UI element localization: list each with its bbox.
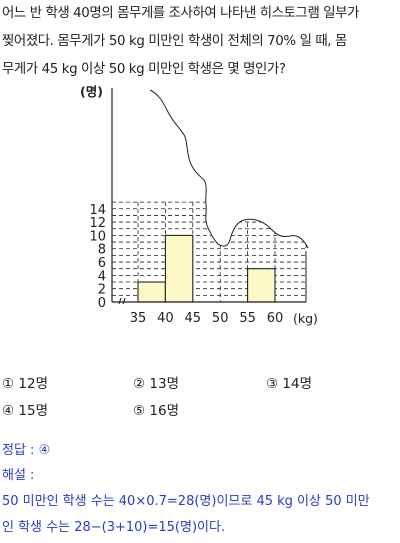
choice-2[interactable]: ② 13명 [133, 372, 179, 392]
y-tick-label: 2 [98, 283, 106, 298]
question-line-3: 무게가 45 kg 이상 50 kg 미만인 학생은 몇 명인가? [2, 62, 286, 77]
torn-region [149, 80, 320, 302]
histogram-bar [247, 268, 276, 303]
choice-3-text: 14명 [282, 376, 313, 392]
question-line-1: 어느 반 학생 40명의 몸무게를 조사하여 나타낸 히스토그램 일부가 [2, 6, 359, 21]
y-tick-label: 4 [98, 269, 106, 284]
axis-break-mark [118, 297, 126, 305]
choice-4-text: 15명 [18, 403, 49, 419]
explanation-label: 해설 : [2, 468, 35, 483]
x-tick-label: 60 [267, 311, 284, 326]
chart-axes [111, 88, 306, 305]
choice-3-number: ③ [266, 376, 279, 392]
choice-5[interactable]: ⑤ 16명 [133, 399, 179, 419]
explanation-line-2: 인 학생 수는 28−(3+10)=15(명)이다. [2, 520, 226, 535]
choice-1-number: ① [2, 376, 15, 392]
histogram-bar [164, 234, 194, 303]
choice-1[interactable]: ① 12명 [2, 372, 48, 392]
explanation-line-1: 50 미만인 학생 수는 40×0.7=28(명)이므로 45 kg 이상 50… [2, 494, 370, 509]
choice-3[interactable]: ③ 14명 [266, 372, 312, 392]
choice-5-text: 16명 [149, 403, 180, 419]
x-tick-label: 50 [212, 311, 229, 326]
y-tick-label: 0 [98, 296, 106, 311]
question-text: 어느 반 학생 40명의 몸무게를 조사하여 나타낸 히스토그램 일부가 찢어졌… [2, 0, 400, 84]
y-tick-label: 12 [89, 216, 106, 231]
x-tick-label: 45 [185, 311, 202, 326]
histogram-bar [137, 281, 166, 303]
choice-1-text: 12명 [18, 376, 49, 392]
y-tick-label: 14 [89, 203, 106, 218]
x-tick-label: 55 [239, 311, 256, 326]
y-tick-label: 6 [98, 256, 106, 271]
x-tick-label: 35 [130, 311, 147, 326]
x-tick-label: 40 [157, 311, 174, 326]
torn-edge [149, 89, 309, 249]
choice-5-number: ⑤ [133, 403, 146, 419]
question-line-2: 찢어졌다. 몸무게가 50 kg 미만인 학생이 전체의 70% 일 때, 몸 [2, 34, 347, 49]
choice-2-number: ② [133, 376, 146, 392]
y-tick-label: 10 [89, 229, 106, 244]
y-axis-label: (명) [80, 84, 103, 99]
torn-area [150, 80, 320, 248]
choice-4-number: ④ [2, 403, 15, 419]
x-axis-label: (kg) [293, 311, 318, 326]
answer-label: 정답 : ④ [2, 443, 51, 458]
choice-4[interactable]: ④ 15명 [2, 399, 48, 419]
y-tick-label: 8 [98, 243, 106, 258]
choice-2-text: 13명 [149, 376, 180, 392]
